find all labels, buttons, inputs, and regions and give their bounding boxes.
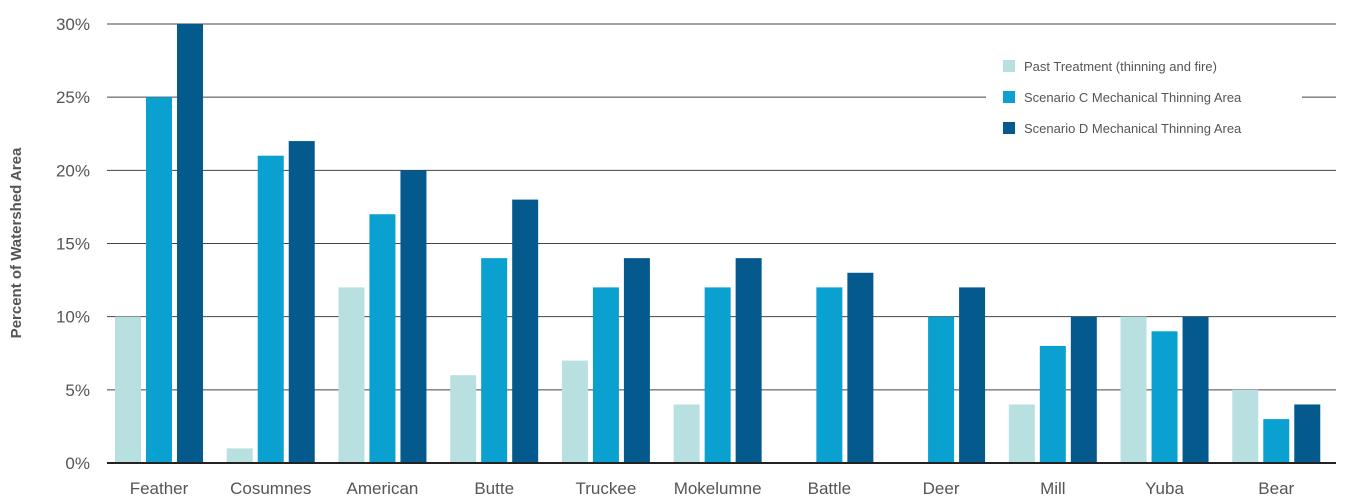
bar-cosumnes-series-3 xyxy=(288,141,315,464)
bar-butte-series-3 xyxy=(512,199,539,463)
bar-feather-series-1 xyxy=(115,316,141,463)
bar-deer-series-2 xyxy=(928,316,955,463)
bar-truckee-series-3 xyxy=(623,258,650,463)
bar-feather-series-2 xyxy=(146,97,172,464)
x-tick-label: Mokelumne xyxy=(674,479,762,498)
y-tick-label: 25% xyxy=(56,88,90,107)
bar-american-series-2 xyxy=(369,214,396,463)
x-tick-label: Butte xyxy=(474,479,514,498)
bar-mill-series-3 xyxy=(1070,316,1097,463)
bar-mokelumne-series-1 xyxy=(673,404,700,463)
bar-battle-series-3 xyxy=(847,272,874,463)
x-tick-label: Battle xyxy=(808,479,851,498)
legend-label: Past Treatment (thinning and fire) xyxy=(1024,59,1217,74)
bar-butte-series-1 xyxy=(450,375,477,463)
bar-bear-series-3 xyxy=(1294,404,1321,463)
bar-yuba-series-2 xyxy=(1151,331,1178,463)
legend: Past Treatment (thinning and fire) Scenar… xyxy=(986,52,1302,142)
bar-mokelumne-series-3 xyxy=(735,258,762,463)
x-tick-label: Feather xyxy=(130,479,189,498)
legend-swatch xyxy=(1003,91,1015,103)
bar-butte-series-2 xyxy=(481,258,508,463)
legend-label: Scenario D Mechanical Thinning Area xyxy=(1024,121,1242,136)
bar-feather-series-3 xyxy=(177,24,203,463)
y-axis-ticks: 0% 5% 10% 15% 20% 25% 30% xyxy=(56,15,90,473)
y-tick-label: 10% xyxy=(56,308,90,327)
bar-american-series-1 xyxy=(338,287,365,463)
bars xyxy=(115,24,1321,464)
bar-truckee-series-2 xyxy=(592,287,619,463)
x-tick-label: Yuba xyxy=(1145,479,1184,498)
legend-swatch xyxy=(1003,122,1015,134)
bar-mill-series-1 xyxy=(1008,404,1035,463)
x-tick-label: Truckee xyxy=(576,479,637,498)
bar-american-series-3 xyxy=(400,170,427,464)
y-tick-label: 5% xyxy=(65,381,90,400)
bar-bear-series-2 xyxy=(1263,419,1290,463)
x-tick-label: Mill xyxy=(1040,479,1066,498)
x-tick-label: Deer xyxy=(923,479,960,498)
bar-mill-series-2 xyxy=(1039,345,1066,463)
bar-battle-series-2 xyxy=(816,287,843,463)
bar-cosumnes-series-2 xyxy=(257,155,284,463)
bar-yuba-series-1 xyxy=(1120,316,1147,463)
legend-label: Scenario C Mechanical Thinning Area xyxy=(1024,90,1242,105)
x-tick-label: American xyxy=(347,479,419,498)
x-tick-label: Cosumnes xyxy=(230,479,311,498)
bar-cosumnes-series-1 xyxy=(226,448,253,463)
legend-swatch xyxy=(1003,60,1015,72)
bar-bear-series-1 xyxy=(1232,389,1259,463)
legend-background xyxy=(986,52,1302,142)
y-tick-label: 0% xyxy=(65,454,90,473)
x-tick-label: Bear xyxy=(1258,479,1294,498)
bar-truckee-series-1 xyxy=(561,360,588,463)
bar-deer-series-3 xyxy=(959,287,986,463)
bar-yuba-series-3 xyxy=(1182,316,1209,463)
y-tick-label: 20% xyxy=(56,161,90,180)
bar-mokelumne-series-2 xyxy=(704,287,731,463)
y-axis-label: Percent of Watershed Area xyxy=(8,147,25,338)
x-axis-ticks: Feather Cosumnes American Butte Truckee Mokel… xyxy=(130,479,1295,498)
y-tick-label: 30% xyxy=(56,15,90,34)
y-tick-label: 15% xyxy=(56,235,90,254)
